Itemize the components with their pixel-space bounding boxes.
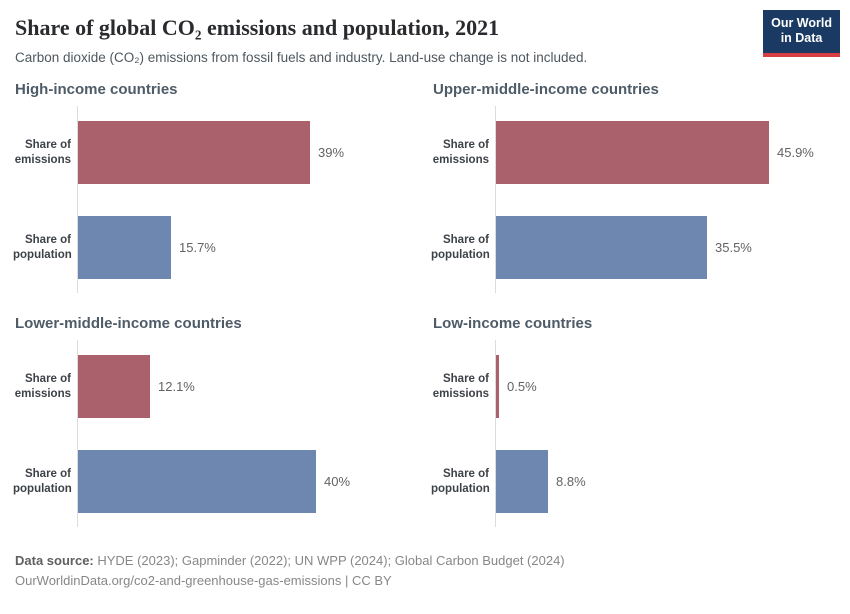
owid-logo: Our World in Data xyxy=(763,10,840,57)
panel-plot: Share of emissions 39% Share of populati… xyxy=(13,106,417,294)
data-source-line: Data source: HYDE (2023); Gapminder (202… xyxy=(15,551,835,571)
population-row: Share of population 35.5% xyxy=(431,216,835,280)
row-label: Share of emissions xyxy=(14,372,71,400)
page-title: Share of global CO₂ emissions and popula… xyxy=(15,15,500,40)
value-label: 35.5% xyxy=(715,240,752,256)
chart-footer: Data source: HYDE (2023); Gapminder (202… xyxy=(15,551,835,591)
panel-title: Low-income countries xyxy=(433,315,593,333)
panel-lower-middle-income: Lower-middle-income countries Share of e… xyxy=(13,315,417,528)
population-bar xyxy=(496,450,548,514)
chart-subtitle: Carbon dioxide (CO₂) emissions from foss… xyxy=(15,49,588,65)
emissions-row: Share of emissions 39% xyxy=(15,121,417,185)
value-label: 45.9% xyxy=(777,145,814,161)
data-source-text: HYDE (2023); Gapminder (2022); UN WPP (2… xyxy=(93,553,565,569)
value-label: 12.1% xyxy=(158,379,195,395)
footer-separator: | xyxy=(341,573,352,589)
row-label: Share of emissions xyxy=(14,138,71,166)
emissions-row: Share of emissions 45.9% xyxy=(433,121,835,185)
panel-title: Upper-middle-income countries xyxy=(433,81,659,99)
panel-title: High-income countries xyxy=(15,81,178,99)
row-label: Share of population xyxy=(13,233,72,261)
value-label: 0.5% xyxy=(507,379,537,395)
data-source-label: Data source: xyxy=(15,553,94,569)
population-row: Share of population 40% xyxy=(13,450,417,514)
panels-grid: High-income countries Share of emissions… xyxy=(13,81,835,528)
population-row: Share of population 8.8% xyxy=(431,450,835,514)
value-label: 8.8% xyxy=(556,474,586,490)
license-label: CC BY xyxy=(351,573,392,589)
population-bar xyxy=(78,450,316,514)
value-label: 39% xyxy=(318,145,345,161)
panel-plot: Share of emissions 12.1% Share of popula… xyxy=(13,340,417,528)
population-bar xyxy=(496,216,707,280)
panel-low-income: Low-income countries Share of emissions … xyxy=(431,315,835,528)
owid-logo-line2: in Data xyxy=(780,31,823,46)
row-label: Share of population xyxy=(431,233,490,261)
emissions-row: Share of emissions 12.1% xyxy=(15,355,417,419)
row-label: Share of emissions xyxy=(432,138,489,166)
emissions-bar xyxy=(78,121,310,185)
panel-upper-middle-income: Upper-middle-income countries Share of e… xyxy=(431,81,835,294)
panel-plot: Share of emissions 45.9% Share of popula… xyxy=(431,106,835,294)
emissions-bar xyxy=(78,355,150,419)
panel-plot: Share of emissions 0.5% Share of populat… xyxy=(431,340,835,528)
chart-header: Share of global CO₂ emissions and popula… xyxy=(15,10,840,66)
panel-title: Lower-middle-income countries xyxy=(15,315,242,333)
row-label: Share of population xyxy=(431,467,490,495)
row-label: Share of population xyxy=(13,467,72,495)
attribution-line: OurWorldinData.org/co2-and-greenhouse-ga… xyxy=(15,571,835,591)
panel-high-income: High-income countries Share of emissions… xyxy=(13,81,417,294)
emissions-row: Share of emissions 0.5% xyxy=(433,355,835,419)
chart-url-link[interactable]: OurWorldinData.org/co2-and-greenhouse-ga… xyxy=(15,573,342,589)
emissions-bar xyxy=(496,355,499,419)
emissions-bar xyxy=(496,121,769,185)
value-label: 15.7% xyxy=(179,240,216,256)
owid-logo-line1: Our World xyxy=(771,16,832,30)
population-row: Share of population 15.7% xyxy=(13,216,417,280)
population-bar xyxy=(78,216,171,280)
row-label: Share of emissions xyxy=(432,372,489,400)
value-label: 40% xyxy=(324,474,351,490)
